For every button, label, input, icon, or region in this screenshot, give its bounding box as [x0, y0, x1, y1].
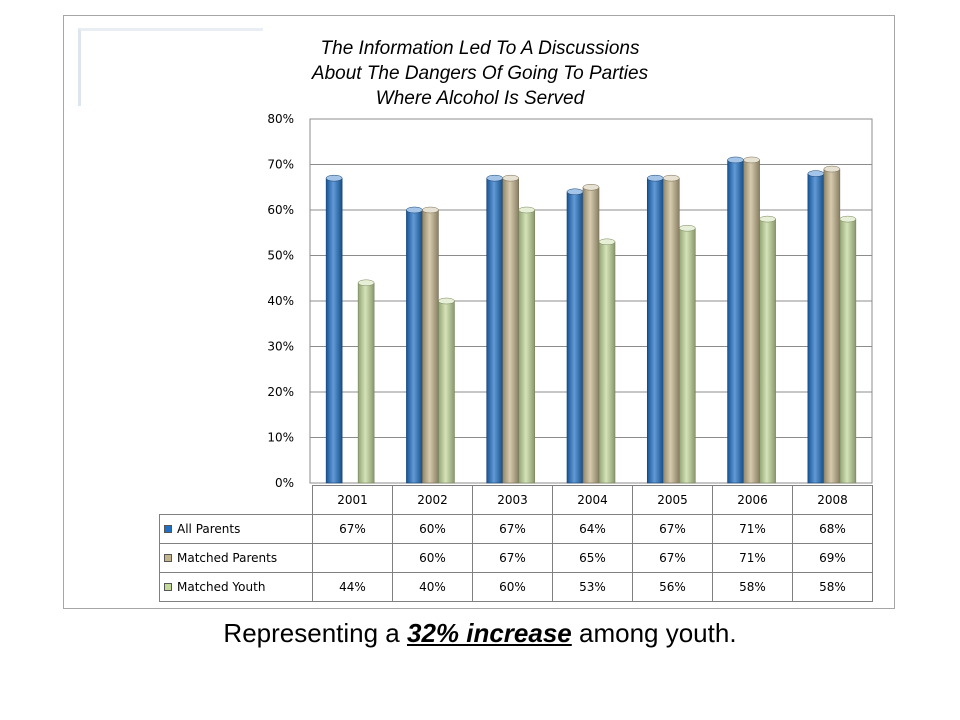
bar-top-cap: [807, 170, 825, 177]
bar-top-cap: [566, 188, 584, 196]
bar-matched-youth: [357, 282, 375, 484]
table-cell: 58%: [792, 572, 873, 602]
table-cell: 67%: [632, 543, 713, 573]
data-table: 2001 2002 2003 2004 2005 2006 2008 All P…: [159, 485, 873, 602]
category-label: 2002: [392, 485, 473, 515]
caption-suffix: among youth.: [571, 618, 737, 648]
table-corner: [159, 485, 313, 515]
bar-all-parents: [406, 209, 423, 484]
table-cell: 71%: [712, 514, 793, 544]
y-tick-label: 50%: [267, 249, 294, 263]
table-cell: 71%: [712, 543, 793, 573]
bar-all-parents: [325, 177, 343, 484]
bar-top-cap: [406, 206, 423, 214]
legend-swatch-icon: [164, 525, 172, 533]
bar-top-cap: [598, 238, 616, 246]
bar-all-parents: [807, 173, 825, 484]
table-row: Matched Youth 44% 40% 60% 53% 56% 58% 58…: [159, 572, 873, 602]
bar-top-cap: [518, 206, 535, 214]
bar-matched-youth: [678, 227, 696, 484]
table-cell: 40%: [392, 572, 473, 602]
table-cell: 44%: [312, 572, 393, 602]
caption-emphasis: 32% increase: [406, 618, 572, 648]
table-cell: 65%: [552, 543, 633, 573]
table-cell: 58%: [712, 572, 793, 602]
table-header-row: 2001 2002 2003 2004 2005 2006 2008: [159, 485, 873, 515]
bar-top-cap: [823, 165, 841, 173]
legend-label: All Parents: [177, 522, 241, 536]
bar-matched-parents: [743, 159, 760, 484]
legend-label: Matched Youth: [177, 580, 266, 594]
y-tick-label: 20%: [267, 385, 294, 399]
bar-matched-parents: [502, 177, 520, 484]
category-label: 2001: [312, 485, 393, 515]
table-row: Matched Parents 60% 67% 65% 67% 71% 69%: [159, 543, 873, 573]
category-label: 2003: [472, 485, 553, 515]
table-cell: 60%: [392, 543, 473, 573]
bar-top-cap: [647, 174, 664, 182]
caption-prefix: Representing a: [223, 618, 407, 648]
table-cell: 68%: [792, 514, 873, 544]
bar-top-cap: [743, 156, 760, 164]
table-row: All Parents 67% 60% 67% 64% 67% 71% 68%: [159, 514, 873, 544]
caption: Representing a 32% increase among youth.: [0, 618, 960, 649]
table-cell: 53%: [552, 572, 633, 602]
bar-matched-parents: [582, 186, 600, 484]
bar-all-parents: [646, 177, 664, 484]
bar-matched-parents: [823, 168, 841, 484]
y-tick-label: 70%: [267, 158, 294, 172]
bar-all-parents: [566, 191, 584, 484]
table-cell: 67%: [632, 514, 713, 544]
table-cell: 67%: [472, 514, 553, 544]
bar-top-cap: [759, 215, 776, 223]
bar-top-cap: [486, 174, 503, 182]
y-tick-label: 40%: [267, 294, 294, 308]
bar-top-cap: [438, 297, 455, 305]
bar-matched-youth: [759, 218, 776, 484]
decorative-corner: [78, 28, 263, 106]
table-cell: 64%: [552, 514, 633, 544]
table-cell: 60%: [472, 572, 553, 602]
y-tick-label: 80%: [267, 112, 294, 126]
y-tick-label: 60%: [267, 203, 294, 217]
category-label: 2005: [632, 485, 713, 515]
bar-all-parents: [727, 159, 744, 484]
bar-matched-youth: [518, 209, 536, 484]
bar-matched-parents: [662, 177, 680, 484]
bar-top-cap: [679, 224, 696, 232]
bar-matched-youth: [438, 300, 455, 484]
table-cell: 67%: [472, 543, 553, 573]
bar-matched-youth: [839, 218, 857, 484]
category-label: 2008: [792, 485, 873, 515]
table-cell: 60%: [392, 514, 473, 544]
legend-swatch-icon: [164, 583, 172, 591]
category-label: 2006: [712, 485, 793, 515]
legend-swatch-icon: [164, 554, 172, 562]
bar-matched-parents: [422, 209, 439, 484]
chart-title: The Information Led To A Discussions Abo…: [311, 38, 649, 109]
category-label: 2004: [552, 485, 633, 515]
bar-top-cap: [663, 174, 680, 182]
legend-entry-all-parents: All Parents: [159, 514, 313, 544]
bar-top-cap: [839, 215, 857, 223]
bar-top-cap: [422, 206, 439, 214]
bar-top-cap: [727, 156, 744, 164]
bar-top-cap: [582, 184, 600, 191]
table-cell: 69%: [792, 543, 873, 573]
table-cell: 56%: [632, 572, 713, 602]
bar-top-cap: [357, 279, 375, 287]
legend-entry-matched-parents: Matched Parents: [159, 543, 313, 573]
bar-matched-youth: [598, 241, 616, 484]
table-cell: [312, 543, 393, 573]
legend-entry-matched-youth: Matched Youth: [159, 572, 313, 602]
bar-top-cap: [502, 174, 519, 182]
legend-label: Matched Parents: [177, 551, 278, 565]
y-tick-label: 30%: [267, 340, 294, 354]
bar-top-cap: [325, 174, 343, 182]
table-cell: 67%: [312, 514, 393, 544]
y-tick-label: 10%: [267, 431, 294, 445]
bar-all-parents: [486, 177, 504, 484]
